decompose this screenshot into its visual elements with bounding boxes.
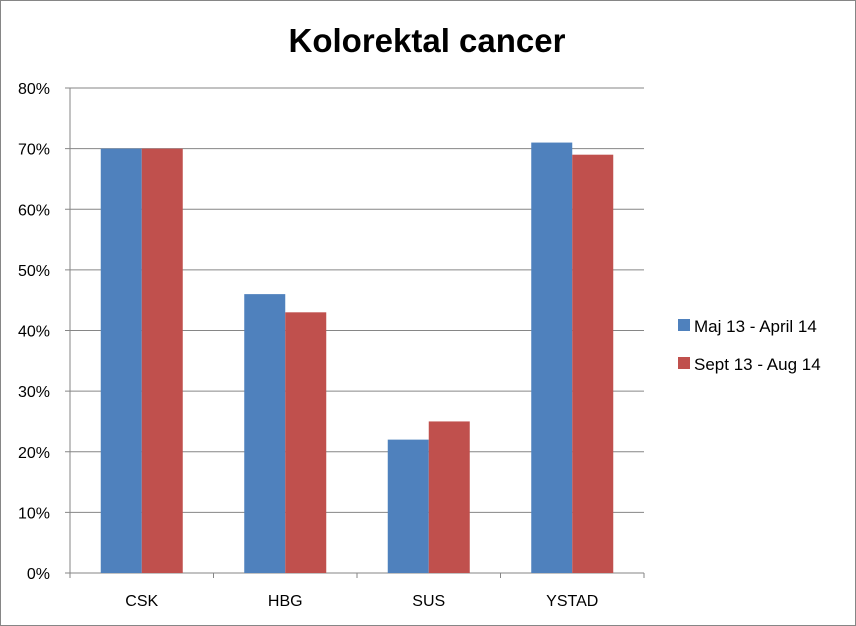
y-tick-label: 50%	[18, 263, 50, 280]
bar-csk-series-2	[141, 148, 183, 573]
y-tick-label: 20%	[18, 445, 50, 462]
bar-ystad-series-2	[572, 154, 614, 573]
bar-ystad-series-1	[531, 142, 573, 573]
x-tick-label: YSTAD	[546, 593, 598, 610]
x-tick-label: CSK	[125, 593, 158, 610]
legend-swatch	[678, 357, 690, 369]
x-tick-label: HBG	[268, 593, 303, 610]
y-tick-label: 60%	[18, 202, 50, 219]
y-tick-label: 0%	[27, 566, 50, 583]
legend-label: Sept 13 - Aug 14	[694, 355, 821, 374]
bars	[100, 142, 614, 573]
y-tick-label: 80%	[18, 81, 50, 98]
bar-csk-series-1	[100, 148, 142, 573]
legend-swatch	[678, 319, 690, 331]
x-axis: CSK HBG SUS YSTAD	[69, 572, 645, 610]
bar-hbg-series-2	[285, 312, 327, 573]
y-tick-label: 40%	[18, 324, 50, 341]
x-tick-label: SUS	[412, 593, 445, 610]
legend-label: Maj 13 - April 14	[694, 317, 817, 336]
y-axis: 0% 10% 20% 30% 40% 50% 60% 70% 80%	[18, 81, 71, 583]
y-tick-label: 30%	[18, 384, 50, 401]
chart-title: Kolorektal cancer	[289, 22, 566, 59]
y-tick-label: 10%	[18, 505, 50, 522]
y-tick-label: 70%	[18, 142, 50, 159]
bar-sus-series-1	[387, 439, 429, 573]
bar-hbg-series-1	[244, 294, 286, 573]
legend: Maj 13 - April 14 Sept 13 - Aug 14	[678, 317, 821, 374]
bar-sus-series-2	[428, 421, 470, 573]
